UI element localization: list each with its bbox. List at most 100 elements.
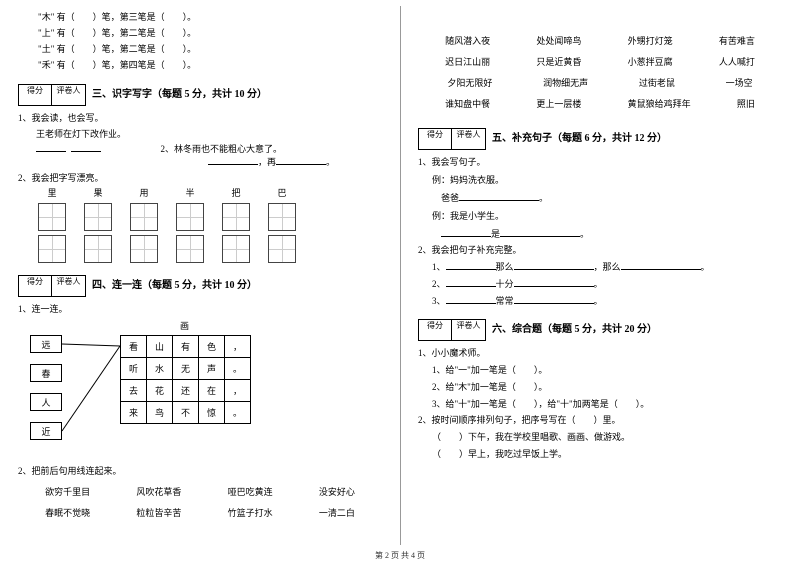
idiom: 外甥打灯笼 [628, 34, 673, 47]
section-4-title: 四、连一连（每题 5 分，共计 10 分） [92, 275, 257, 297]
q5-fill: 爸爸。 [432, 191, 782, 204]
q6-2-1: （ ）下午，我在学校里唱歌、画画、做游戏。 [432, 430, 782, 443]
q3-1b2: ，再。 [208, 155, 382, 168]
poem-grid: 看山有色， 听水无声。 去花还在， 来鸟不惊。 [120, 335, 251, 424]
idiom: 处处闻啼鸟 [536, 34, 581, 47]
char-label: 巴 [268, 186, 296, 199]
tian-grid-row [38, 235, 382, 263]
idiom-row: 春眠不觉晓 粒粒皆辛苦 竹篮子打水 一清二白 [22, 506, 378, 519]
tian-grid [222, 203, 250, 231]
idiom: 粒粒皆辛苦 [136, 506, 181, 519]
q3-1a: 王老师在灯下改作业。 [36, 127, 382, 140]
blank-row [36, 142, 101, 155]
stroke-questions: "木" 有（ ）笔，第三笔是（ ）。 "上" 有（ ）笔，第二笔是（ ）。 "土… [18, 10, 382, 72]
tian-grid [84, 235, 112, 263]
q3-1b: 2、林冬雨也不能粗心大意了。 [161, 142, 283, 155]
section-5-header: 得分 评卷人 五、补充句子（每题 6 分，共计 12 分） [418, 118, 782, 152]
char-label: 果 [84, 186, 112, 199]
idiom: 谁知盘中餐 [445, 97, 490, 110]
match-item: 近 [30, 422, 62, 440]
grader-cell: 评卷人 [452, 319, 486, 341]
idiom: 照旧 [737, 97, 755, 110]
idiom: 小葱拌豆腐 [628, 55, 673, 68]
section-4-header: 得分 评卷人 四、连一连（每题 5 分，共计 10 分） [18, 265, 382, 299]
score-box: 得分 评卷人 [18, 84, 86, 106]
tian-grid [130, 203, 158, 231]
idiom: 一清二白 [319, 506, 355, 519]
score-box: 得分 评卷人 [418, 319, 486, 341]
idiom: 竹篮子打水 [228, 506, 273, 519]
stroke-q: "土" 有（ ）笔，第二笔是（ ）。 [38, 42, 382, 56]
q5-2-1: 1、那么，那么。 [432, 260, 782, 273]
stroke-q: "禾" 有（ ）笔，第四笔是（ ）。 [38, 58, 382, 72]
idiom: 一场空 [726, 76, 753, 89]
match-item: 远 [30, 335, 62, 353]
q6-1-3: 3、给"十"加一笔是（ ），给"十"加两笔是（ ）。 [432, 397, 782, 410]
tian-grid [38, 235, 66, 263]
idiom-row: 欲穷千里目 风吹花草香 哑巴吃黄连 没安好心 [22, 485, 378, 498]
q6-1-1: 1、给"一"加一笔是（ ）。 [432, 363, 782, 376]
tian-grid [268, 203, 296, 231]
q3-1: 1、我会读，也会写。 [18, 111, 382, 124]
tian-grid [222, 235, 250, 263]
char-labels: 里 果 用 半 把 巴 [38, 186, 382, 199]
right-column: 随风潜入夜 处处闻啼鸟 外甥打灯笼 有苦难言 迟日江山丽 只是近黄昏 小葱拌豆腐… [400, 0, 800, 565]
tian-grid-row [38, 203, 382, 231]
section-5-title: 五、补充句子（每题 6 分，共计 12 分） [492, 128, 667, 150]
idiom: 黄鼠狼给鸡拜年 [628, 97, 691, 110]
tian-grid [130, 235, 158, 263]
q5-2-3: 3、常常。 [432, 294, 782, 307]
idiom-row: 谁知盘中餐 更上一层楼 黄鼠狼给鸡拜年 照旧 [422, 97, 778, 110]
score-box: 得分 评卷人 [18, 275, 86, 297]
score-cell: 得分 [418, 319, 452, 341]
grader-cell: 评卷人 [52, 275, 86, 297]
q5-1: 1、我会写句子。 [418, 155, 782, 168]
idiom-row: 迟日江山丽 只是近黄昏 小葱拌豆腐 人人喊打 [422, 55, 778, 68]
idiom-row: 随风潜入夜 处处闻啼鸟 外甥打灯笼 有苦难言 [422, 34, 778, 47]
grader-cell: 评卷人 [52, 84, 86, 106]
idiom: 风吹花草香 [136, 485, 181, 498]
match-diagram: 画 远 春 人 近 看山有色， 听水无声。 去花还在， 来鸟不惊。 [30, 319, 382, 461]
q5-fill: 是。 [432, 227, 782, 240]
q6-1: 1、小小魔术师。 [418, 346, 782, 359]
idiom: 人人喊打 [719, 55, 755, 68]
idiom: 春眠不觉晓 [45, 506, 90, 519]
q5-2-2: 2、十分。 [432, 277, 782, 290]
q5-ex1: 例：妈妈洗衣服。 [432, 173, 782, 186]
char-label: 把 [222, 186, 250, 199]
tian-grid [268, 235, 296, 263]
q3-2: 2、我会把字写漂亮。 [18, 171, 382, 184]
idiom-row: 夕阳无限好 润物细无声 过街老鼠 一场空 [422, 76, 778, 89]
idiom: 没安好心 [319, 485, 355, 498]
score-cell: 得分 [418, 128, 452, 150]
idiom: 欲穷千里目 [45, 485, 90, 498]
idiom: 润物细无声 [543, 76, 588, 89]
tian-grid [176, 235, 204, 263]
idiom: 更上一层楼 [536, 97, 581, 110]
idiom: 迟日江山丽 [445, 55, 490, 68]
char-label: 里 [38, 186, 66, 199]
idiom: 随风潜入夜 [445, 34, 490, 47]
idiom: 有苦难言 [719, 34, 755, 47]
tian-grid [176, 203, 204, 231]
score-cell: 得分 [18, 84, 52, 106]
match-item: 人 [30, 393, 62, 411]
idiom: 夕阳无限好 [447, 76, 492, 89]
q4-1: 1、连一连。 [18, 302, 382, 315]
section-6-title: 六、综合题（每题 5 分，共计 20 分） [492, 319, 657, 341]
q4-2: 2、把前后句用线连起来。 [18, 464, 382, 477]
grader-cell: 评卷人 [452, 128, 486, 150]
q5-ex2: 例：我是小学生。 [432, 209, 782, 222]
q6-1-2: 2、给"木"加一笔是（ ）。 [432, 380, 782, 393]
stroke-q: "木" 有（ ）笔，第三笔是（ ）。 [38, 10, 382, 24]
stroke-q: "上" 有（ ）笔，第二笔是（ ）。 [38, 26, 382, 40]
q6-2-2: （ ）早上，我吃过早饭上学。 [432, 447, 782, 460]
poem-title: 画 [180, 319, 189, 332]
match-item: 春 [30, 364, 62, 382]
tian-grid [38, 203, 66, 231]
section-3-header: 得分 评卷人 三、识字写字（每题 5 分，共计 10 分） [18, 74, 382, 108]
q6-2: 2、按时间顺序排列句子，把序号写在（ ）里。 [418, 413, 782, 426]
idiom: 过街老鼠 [639, 76, 675, 89]
idiom: 哑巴吃黄连 [228, 485, 273, 498]
q5-2: 2、我会把句子补充完整。 [418, 243, 782, 256]
